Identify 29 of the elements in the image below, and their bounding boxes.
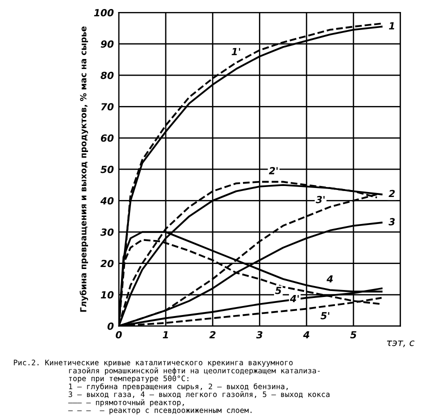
y-tick-label: 100 bbox=[94, 9, 114, 16]
x-tick-label: 0 bbox=[116, 331, 122, 338]
annotation: 4' bbox=[290, 295, 299, 302]
annotation: 3' bbox=[316, 196, 325, 204]
y-tick-label: 40 bbox=[100, 197, 114, 204]
annotation: 5' bbox=[320, 312, 330, 320]
y-tick-label: 70 bbox=[101, 103, 114, 110]
x-tick-label: 5 bbox=[350, 331, 356, 338]
x-axis-title: τэт, с bbox=[387, 340, 414, 348]
y-tick-label: 10 bbox=[100, 291, 114, 299]
annotation: 2 bbox=[388, 190, 395, 198]
annotation: 2' bbox=[268, 167, 278, 174]
annotation: 3 bbox=[388, 218, 395, 226]
y-tick-label: 90 bbox=[100, 40, 114, 48]
x-tick-label: 1 bbox=[162, 331, 168, 338]
y-tick-label: 30 bbox=[100, 228, 114, 236]
annotation: 4 bbox=[326, 275, 333, 282]
annotation: 5 bbox=[275, 286, 282, 294]
annotation: 1' bbox=[232, 48, 240, 56]
x-tick-label: 3 bbox=[256, 331, 262, 338]
y-axis-title: Глубина превращения и выход продуктов, % мас на сырье bbox=[80, 26, 88, 312]
y-tick-label: 50 bbox=[100, 166, 114, 174]
annotation: 1 bbox=[388, 22, 394, 30]
y-tick-label: 0 bbox=[108, 322, 114, 330]
y-tick-label: 60 bbox=[100, 134, 114, 142]
x-tick-label: 4 bbox=[303, 331, 310, 338]
x-tick-label: 2 bbox=[209, 331, 216, 338]
y-tick-label: 80 bbox=[100, 72, 114, 80]
y-tick-label: 20 bbox=[100, 260, 114, 268]
